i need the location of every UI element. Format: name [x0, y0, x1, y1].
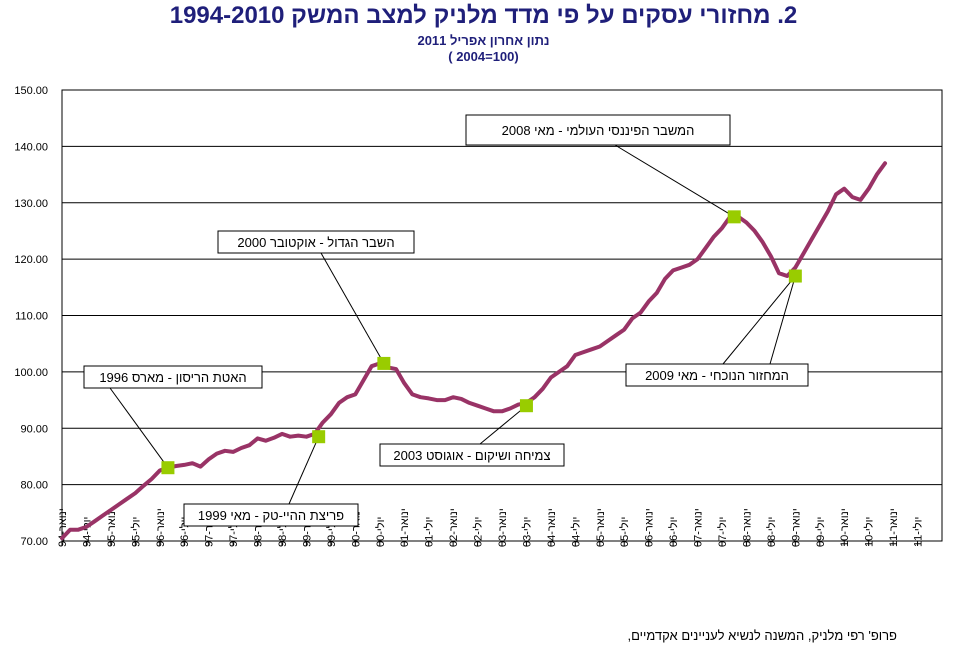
y-tick-label: 70.00 — [20, 536, 48, 548]
series-line — [60, 161, 887, 541]
annotation-leader — [722, 275, 796, 365]
annotation-leader — [479, 405, 527, 445]
annotation-label: צמיחה ושיקום - אוגוסט 2003 — [393, 448, 550, 463]
x-tick-label: ינואר-04 — [546, 508, 558, 547]
y-tick-label: 150.00 — [14, 85, 48, 97]
x-tick-label: ינואר-94 — [57, 508, 69, 547]
x-tick-label: ינואר-06 — [644, 508, 656, 547]
x-tick-label: יולי-10 — [863, 517, 876, 547]
annotation-box — [379, 443, 565, 467]
chart-base-note: ( 2004=100) — [448, 49, 519, 64]
x-tick-label: ינואר-05 — [595, 508, 607, 547]
annotation-box — [183, 503, 359, 527]
data-marker — [377, 356, 391, 370]
annotation-leader — [320, 252, 385, 364]
x-tick-label: יולי-06 — [667, 517, 680, 547]
annotation-label: האטת הריסון - מארס 1996 — [99, 370, 246, 385]
x-tick-label: ינואר-10 — [839, 508, 851, 547]
annotation-box — [217, 230, 415, 254]
x-tick-label: יולי-01 — [423, 517, 436, 547]
data-marker — [788, 269, 802, 283]
x-tick-label: ינואר-02 — [448, 508, 460, 547]
x-tick-label: יולי-08 — [765, 517, 778, 547]
x-tick-label: יולי-04 — [569, 517, 582, 547]
data-marker — [519, 399, 533, 413]
data-marker — [161, 461, 175, 475]
chart-title: 2. מחזורי עסקים על פי מדד מלניק למצב המש… — [169, 2, 798, 29]
data-marker — [312, 430, 326, 444]
x-tick-label: ינואר-96 — [155, 508, 167, 547]
line-chart: 70.00 80.00 90.00 100.00 110.00 120.00 130.00 1… — [14, 85, 943, 548]
annotation-leader — [769, 275, 796, 365]
footer-credit: פרופ' רפי מלניק, המשנה לנשיא לעניינים אק… — [627, 628, 897, 643]
y-tick-label: 120.00 — [14, 254, 48, 266]
x-tick-label: יולי-03 — [520, 517, 533, 547]
y-tick-label: 130.00 — [14, 198, 48, 210]
x-tick-label: ינואר-95 — [106, 508, 118, 547]
annotation-box — [465, 114, 731, 146]
x-tick-label: ינואר-07 — [693, 508, 705, 547]
x-tick-label: יולי-05 — [618, 517, 631, 547]
x-tick-label: יולי-00 — [374, 517, 387, 547]
annotation-leader — [109, 387, 169, 469]
y-tick-label: 140.00 — [14, 141, 48, 153]
annotation-box — [625, 363, 809, 387]
annotation-label: המחזור הנוכחי - מאי 2009 — [645, 368, 789, 383]
x-tick-label: ינואר-11 — [888, 508, 900, 547]
annotation-label: המשבר הפיננסי העולמי - מאי 2008 — [502, 123, 695, 138]
chart-subtitle: נתון אחרון אפריל 2011 — [417, 33, 550, 48]
y-tick-label: 80.00 — [20, 480, 48, 492]
y-tick-label: 90.00 — [20, 423, 48, 435]
x-tick-label: ינואר-08 — [741, 508, 753, 547]
y-tick-label: 100.00 — [14, 367, 48, 379]
annotation-label: השבר הגדול - אוקטובר 2000 — [237, 235, 394, 250]
x-tick-label: יולי-11 — [912, 517, 925, 547]
annotation-leader — [614, 144, 735, 218]
x-tick-label: ינואר-01 — [399, 508, 411, 547]
x-tick-label: יולי-02 — [472, 517, 485, 547]
y-tick-label: 110.00 — [15, 311, 48, 323]
annotation-box — [83, 365, 263, 389]
data-marker — [727, 210, 741, 224]
x-tick-label: ינואר-09 — [790, 508, 802, 547]
annotation-label: פריצת ההיי-טק - מאי 1999 — [198, 508, 344, 523]
x-tick-label: יולי-07 — [716, 517, 729, 547]
annotation-leader — [288, 436, 320, 505]
x-tick-label: יולי-95 — [129, 517, 142, 547]
x-tick-label: יולי-09 — [814, 517, 827, 547]
x-tick-label: ינואר-03 — [497, 508, 509, 547]
